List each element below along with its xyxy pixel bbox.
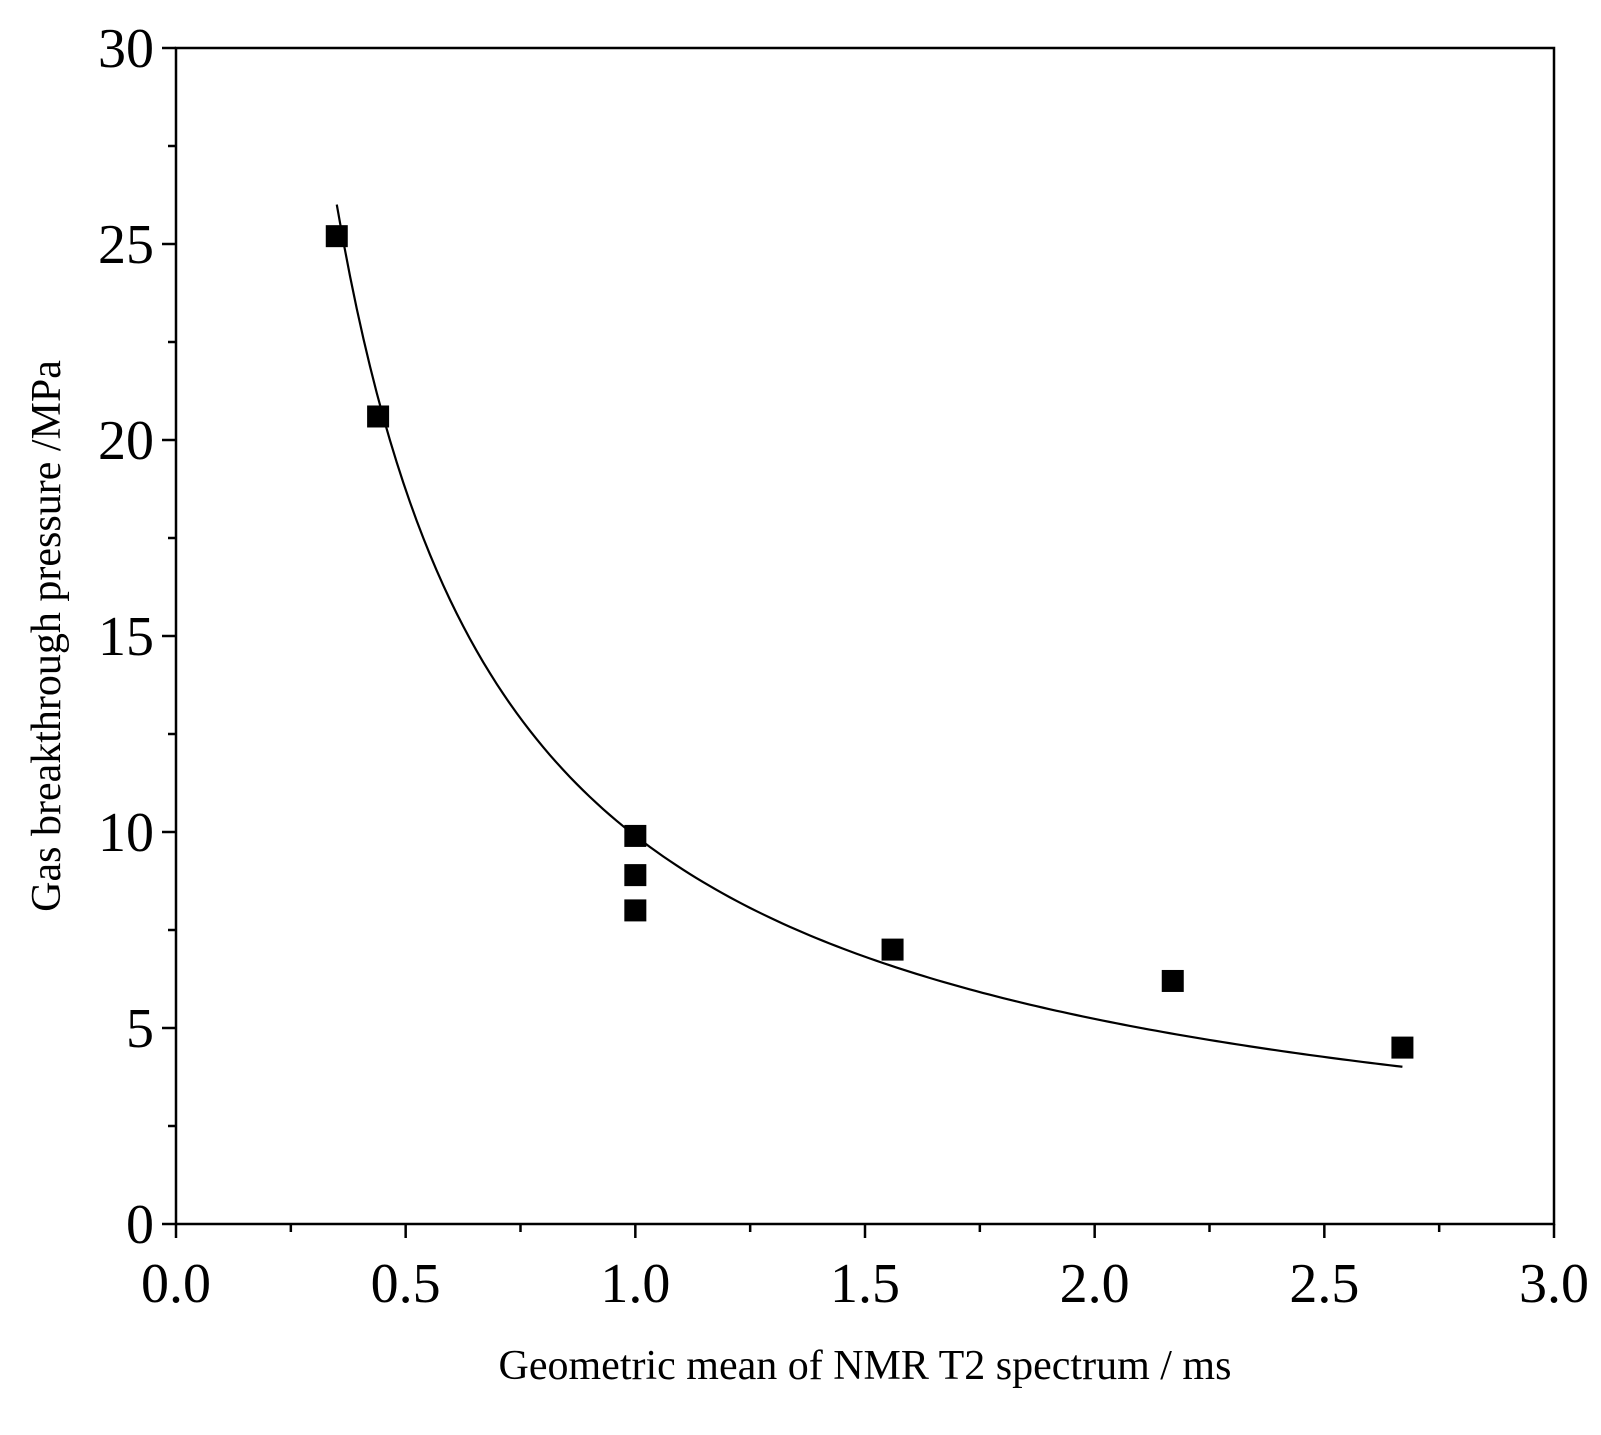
y-tick-label: 10 <box>98 802 154 864</box>
data-points <box>325 225 1414 1059</box>
plot-frame <box>174 46 1556 1226</box>
x-tick-label: 1.5 <box>830 1253 900 1315</box>
data-point <box>624 864 647 887</box>
x-tick-label: 2.5 <box>1289 1253 1359 1315</box>
data-point <box>624 899 647 922</box>
x-tick-label: 0.5 <box>371 1253 441 1315</box>
x-tick-label: 1.0 <box>600 1253 670 1315</box>
y-tick-label: 0 <box>126 1194 154 1256</box>
data-point <box>624 824 647 847</box>
data-point <box>881 938 904 961</box>
data-point <box>1391 1036 1414 1059</box>
data-point <box>367 405 390 428</box>
x-axis-title: Geometric mean of NMR T2 spectrum / ms <box>499 1343 1232 1389</box>
data-point <box>325 225 348 248</box>
x-tick-label: 0.0 <box>141 1253 211 1315</box>
data-point <box>1161 969 1184 992</box>
y-axis-tick-labels: 0 5 10 15 20 25 30 <box>98 18 154 1256</box>
x-axis-tick-labels: 0.0 0.5 1.0 1.5 2.0 2.5 3.0 <box>141 1253 1589 1315</box>
y-tick-label: 20 <box>98 410 154 472</box>
y-tick-label: 30 <box>98 18 154 80</box>
y-axis-title: Gas breakthrough pressure /MPa <box>24 360 70 912</box>
x-tick-label: 3.0 <box>1519 1253 1589 1315</box>
y-tick-label: 25 <box>98 214 154 276</box>
y-tick-label: 15 <box>98 606 154 668</box>
fit-curve <box>335 204 1403 1068</box>
y-axis-ticks <box>162 46 176 1226</box>
y-tick-label: 5 <box>126 998 154 1060</box>
x-axis-ticks <box>174 1224 1556 1238</box>
x-tick-label: 2.0 <box>1060 1253 1130 1315</box>
